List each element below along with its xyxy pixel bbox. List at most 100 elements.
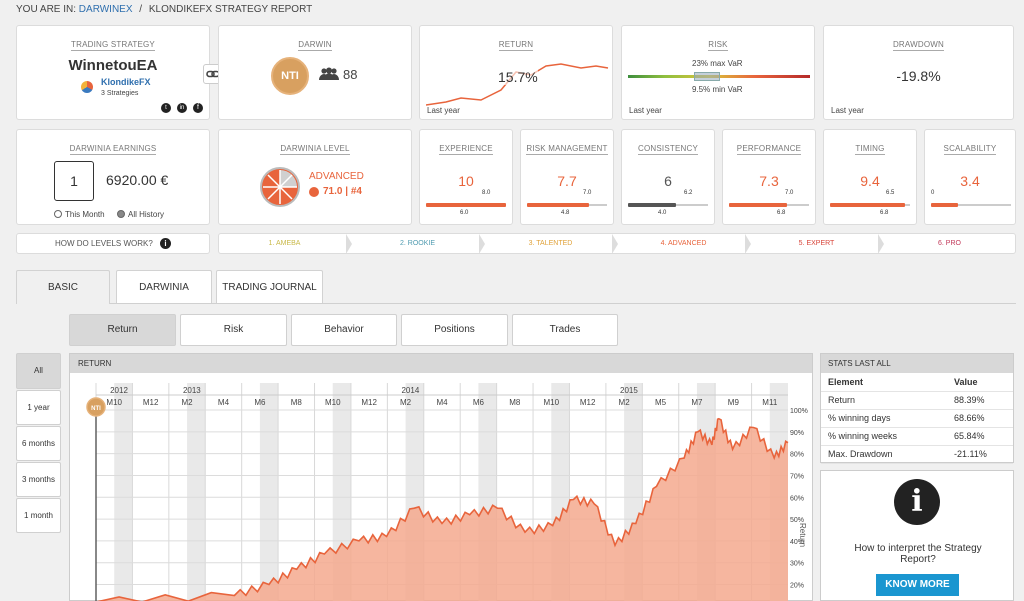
chart-panel: RETURN M10 M12 M2 M4 M6 M8 M10 M12 M2 M4 M6 M8 M10 M1…	[69, 353, 813, 601]
gauge-track	[931, 204, 1011, 206]
darwin-badge[interactable]: NTI	[271, 57, 309, 95]
this-month-radio[interactable]	[54, 210, 62, 218]
gauge-card: RISK MANAGEMENT 7.7 7.0 4.8	[520, 129, 614, 225]
gauge-bottom-mark: 4.0	[658, 210, 667, 216]
breadcrumb-link[interactable]: DARWINEX	[78, 4, 133, 15]
month-tick-label: M2	[400, 398, 412, 407]
table-row: % winning days 68.66%	[821, 409, 1013, 428]
range-1-month[interactable]: 1 month	[16, 498, 61, 533]
gauge-value: 7.7	[557, 173, 577, 189]
facebook-icon[interactable]: f	[193, 103, 203, 113]
provider-link[interactable]: KlondikeFX	[101, 77, 151, 87]
info-panel: i How to interpret the Strategy Report? …	[820, 470, 1014, 601]
tab-trading-journal[interactable]: TRADING JOURNAL	[216, 270, 323, 303]
level-step-divider	[745, 234, 751, 254]
return-line	[96, 417, 789, 601]
y-tick-label: 90%	[790, 430, 804, 437]
y-axis-label: Return	[798, 523, 807, 547]
stats-label: Return	[821, 391, 947, 410]
y-tick-label: 100%	[790, 408, 808, 415]
gauge-value: 10	[458, 173, 474, 189]
info-big-icon: i	[894, 479, 940, 525]
drawdown-card[interactable]: DRAWDOWN -19.8% Last year	[823, 25, 1014, 120]
darwin-card: DARWIN NTI 88	[218, 25, 412, 120]
level-paw-icon	[309, 187, 319, 197]
risk-max: 23% max VaR	[692, 59, 743, 68]
return-sparkline	[426, 63, 609, 106]
range-all-label: All	[34, 366, 43, 375]
subtab-risk[interactable]: Risk	[180, 314, 287, 346]
range-3-months-label: 3 months	[22, 475, 55, 484]
y-tick-label: 80%	[790, 452, 804, 459]
level-caption: DARWINIA LEVEL	[280, 144, 350, 155]
tab-trading-journal-label: TRADING JOURNAL	[222, 282, 317, 293]
earnings-count-box: 1	[54, 161, 94, 201]
subtab-positions-label: Positions	[434, 324, 475, 335]
strategy-count: 3 Strategies	[101, 90, 139, 97]
all-history-radio[interactable]	[117, 210, 125, 218]
level-step-divider	[346, 234, 352, 254]
range-6-months-label: 6 months	[22, 439, 55, 448]
year-label: 2014	[401, 386, 419, 395]
risk-card[interactable]: RISK 23% max VaR 9.5% min VaR Last year	[621, 25, 815, 120]
gauge-card: CONSISTENCY 6 6.2 4.0	[621, 129, 715, 225]
return-value: 15.7%	[498, 69, 538, 85]
subtab-behavior[interactable]: Behavior	[291, 314, 397, 346]
stats-table: Element Value Return 88.39% % winning days…	[821, 373, 1013, 464]
subtab-trades-label: Trades	[549, 324, 581, 335]
range-all[interactable]: All	[16, 353, 61, 389]
tab-basic-label: BASIC	[47, 282, 78, 293]
provider-logo-icon	[81, 81, 93, 93]
stats-value: -21.11%	[946, 445, 1013, 464]
gauge-caption: PERFORMANCE	[736, 144, 802, 155]
gauge-bottom-mark: 6.0	[460, 210, 469, 216]
gauge-bottom-mark: 6.8	[880, 210, 889, 216]
stats-value: 68.66%	[946, 409, 1013, 428]
info-text: How to interpret the Strategy Report?	[854, 543, 982, 565]
range-3-months[interactable]: 3 months	[16, 462, 61, 497]
return-chart[interactable]: M10 M12 M2 M4 M6 M8 M10 M12 M2 M4 M6 M8 M10 M12 M2 M5 M7…	[70, 373, 812, 601]
month-tick-label: M10	[543, 398, 559, 407]
gauge-card: PERFORMANCE 7.3 7.0 6.8	[722, 129, 816, 225]
month-tick-label: M8	[291, 398, 303, 407]
stats-label: % winning days	[821, 409, 947, 428]
range-1-year[interactable]: 1 year	[16, 390, 61, 425]
subtab-risk-label: Risk	[223, 324, 244, 335]
range-6-months[interactable]: 6 months	[16, 426, 61, 461]
gauge-card: SCALABILITY 3.4 0	[924, 129, 1016, 225]
y-tick-label: 30%	[790, 561, 804, 568]
how-levels-label: HOW DO LEVELS WORK?	[55, 239, 153, 248]
tabs-baseline	[16, 303, 1016, 304]
level-step-divider	[612, 234, 618, 254]
gauge-bottom-mark: 6.8	[777, 210, 786, 216]
month-tick-label: M12	[580, 398, 596, 407]
strategy-caption: TRADING STRATEGY	[71, 40, 155, 51]
year-label: 2012	[110, 386, 128, 395]
month-band	[332, 383, 351, 601]
stats-value: 65.84%	[946, 427, 1013, 446]
stats-label: % winning weeks	[821, 427, 947, 446]
month-band	[187, 383, 206, 601]
month-band	[114, 383, 133, 601]
level-name: ADVANCED	[309, 171, 364, 182]
twitter-icon[interactable]: t	[161, 103, 171, 113]
table-row: % winning weeks 65.84%	[821, 427, 1013, 446]
level-step-divider	[479, 234, 485, 254]
know-more-button[interactable]: KNOW MORE	[876, 574, 959, 596]
how-levels-work[interactable]: HOW DO LEVELS WORK? i	[16, 233, 210, 254]
return-card[interactable]: RETURN 15.7% Last year	[419, 25, 613, 120]
tab-darwinia[interactable]: DARWINIA	[116, 270, 212, 303]
level-step: 5. EXPERT	[798, 240, 835, 247]
subtab-positions[interactable]: Positions	[401, 314, 508, 346]
gauge-card: EXPERIENCE 10 8.0 6.0	[419, 129, 513, 225]
subtab-return[interactable]: Return	[69, 314, 176, 346]
level-step: 2. ROOKIE	[399, 240, 435, 247]
darwin-caption: DARWIN	[298, 40, 332, 51]
gauge-fill	[426, 203, 506, 207]
tab-basic[interactable]: BASIC	[16, 270, 110, 304]
month-tick-label: M6	[473, 398, 485, 407]
drawdown-value: -19.8%	[896, 68, 941, 84]
linkedin-icon[interactable]: in	[177, 103, 187, 113]
subtab-trades[interactable]: Trades	[512, 314, 618, 346]
year-label: 2015	[620, 386, 638, 395]
